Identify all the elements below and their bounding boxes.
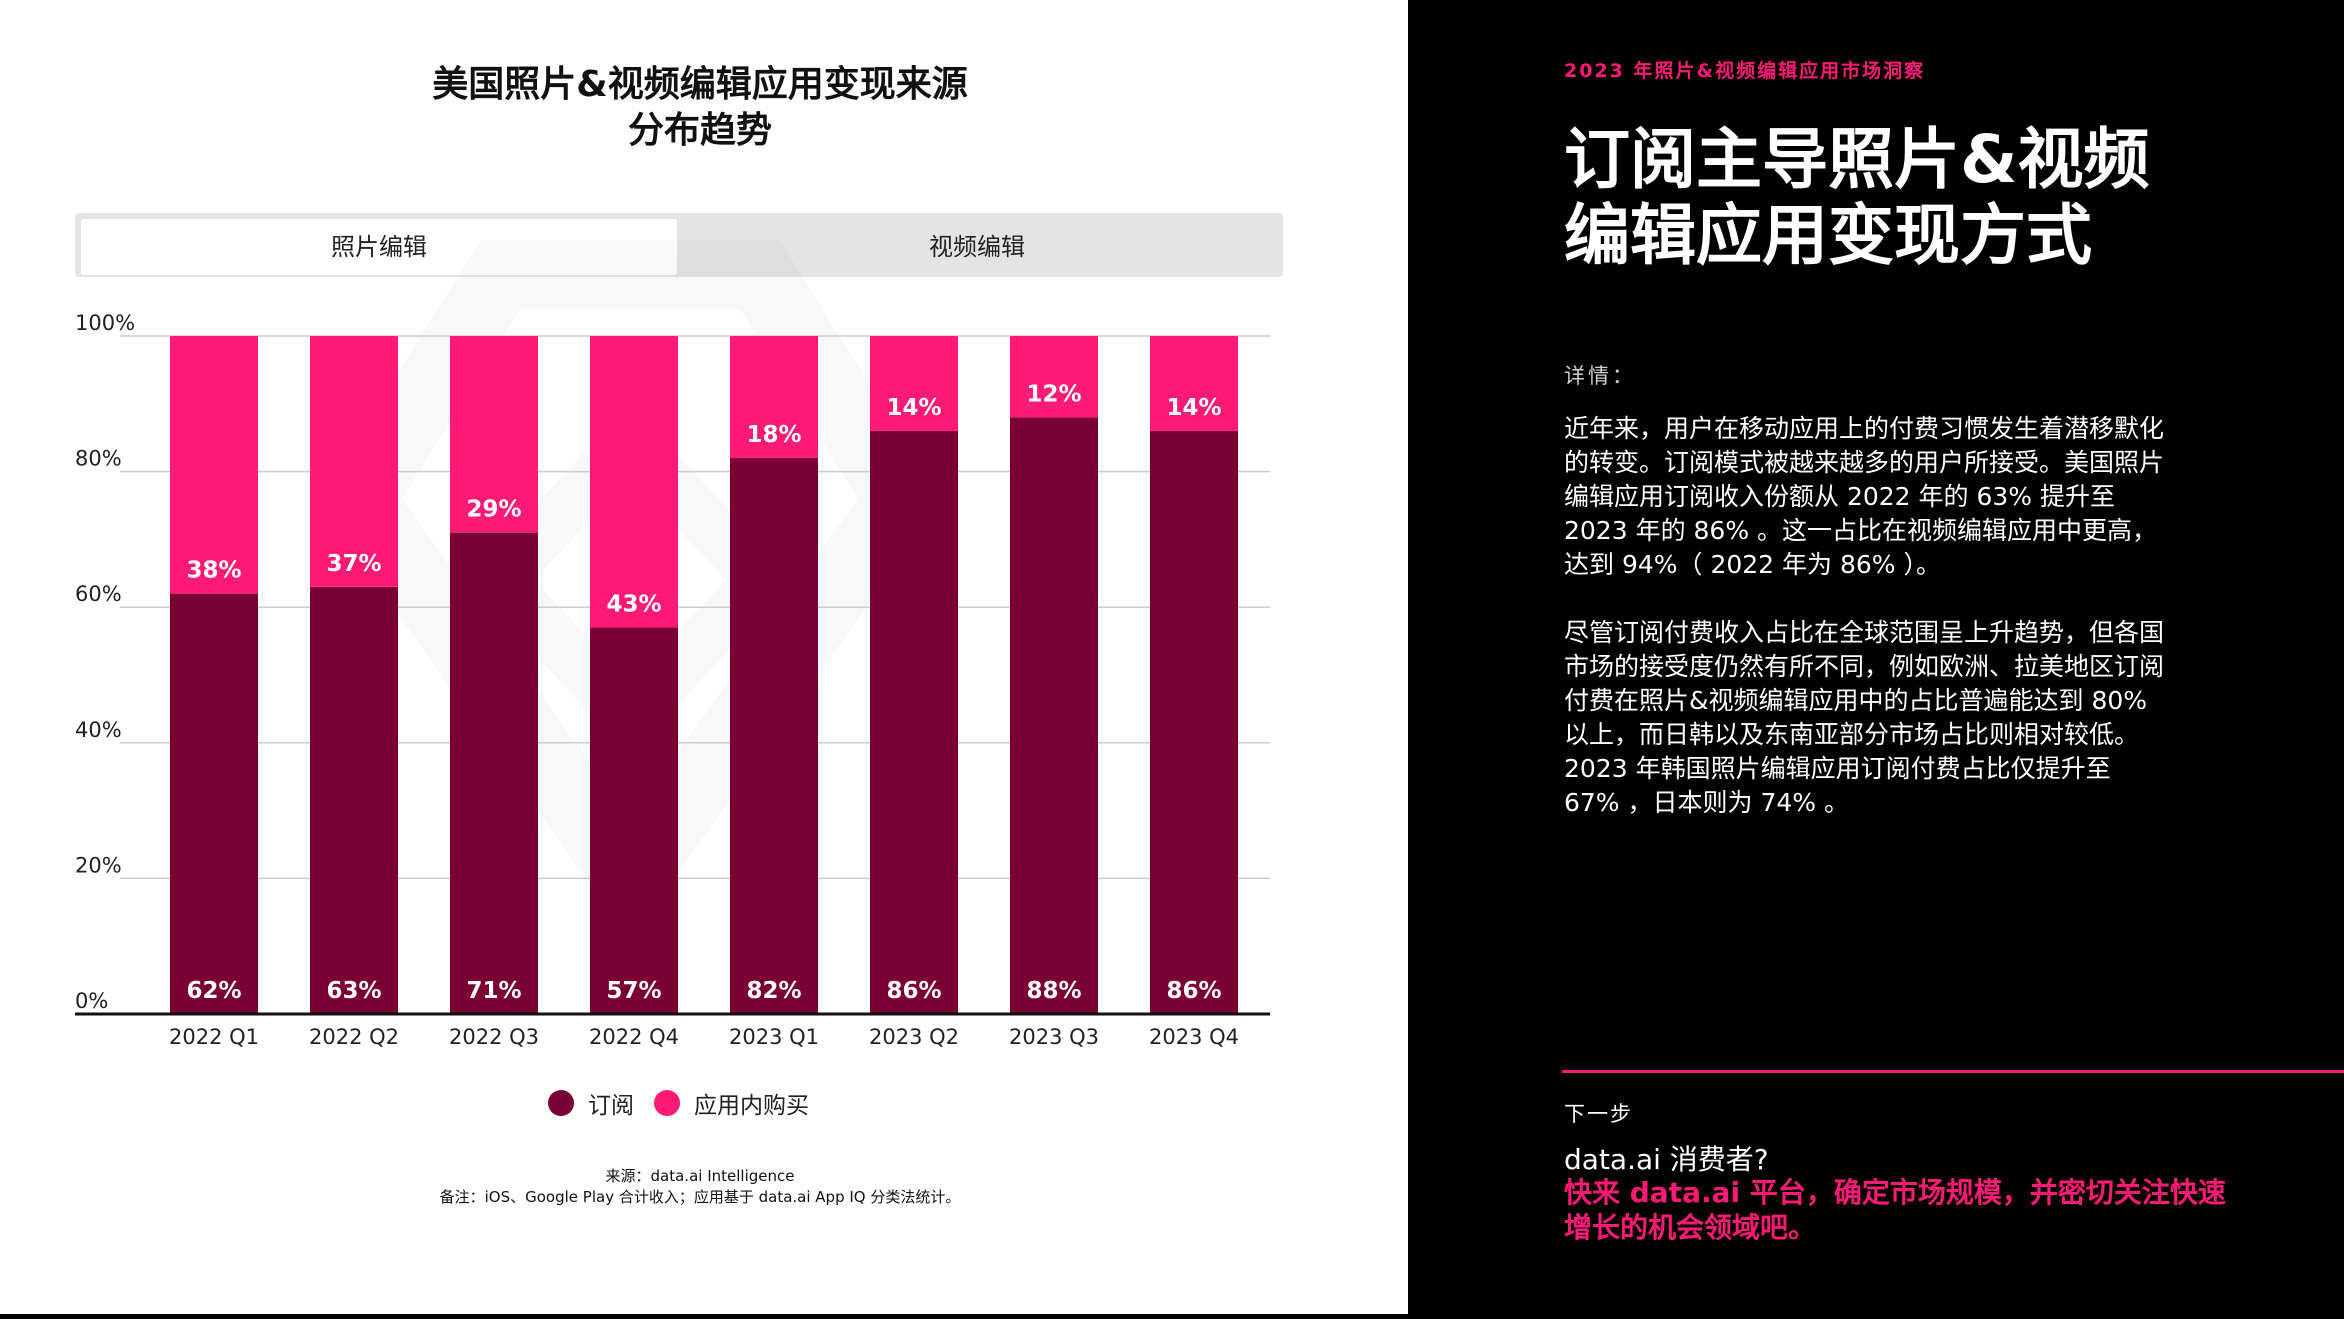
tab-video-editing[interactable]: 视频编辑 [929, 233, 1025, 261]
data-label: 14% [1166, 395, 1221, 421]
chart-title-line2: 分布趋势 [627, 110, 772, 151]
x-tick-label: 2022 Q2 [309, 1025, 399, 1049]
stacked-bar-chart: 0% 20% 40% 60% 80% 100% 62% 38% 63% 37% 71% 29% 57%… [75, 240, 1270, 1049]
chart-legend: 订阅 应用内购买 [548, 1086, 829, 1120]
y-tick-label: 80% [75, 447, 122, 471]
data-label: 86% [1166, 978, 1221, 1004]
data-label: 29% [466, 497, 521, 523]
details-label: 详情： [1564, 364, 1636, 388]
data-label: 43% [606, 592, 661, 618]
bar-segment [170, 593, 258, 1014]
insight-panel: 2023 年照片&视频编辑应用市场洞察 订阅主导照片&视频 编辑应用变现方式 详… [1408, 0, 2344, 1319]
bar-segment [1150, 336, 1238, 431]
bar-segment [870, 336, 958, 431]
cta-text[interactable]: 快来 data.ai 平台，确定市场规模，并密切关注快速 增长的机会领域吧。 [1564, 1175, 2264, 1245]
data-label: 71% [466, 978, 521, 1004]
bar-segment [170, 336, 258, 594]
headline-line1: 订阅主导照片&视频 [1564, 121, 2150, 198]
bottom-divider [0, 1314, 1408, 1319]
chart-title-line1: 美国照片&视频编辑应用变现来源 [432, 64, 968, 105]
legend-item-iap: 应用内购买 [654, 1086, 809, 1120]
bar-segment [450, 336, 538, 533]
data-label: 14% [886, 395, 941, 421]
paragraph-1-line: 编辑应用订阅收入份额从 2022 年的 63% 提升至 [1564, 482, 2115, 511]
legend-dot-subscription [548, 1090, 574, 1116]
bar-segment [310, 586, 398, 1014]
bar-segment [730, 458, 818, 1014]
cta-title: data.ai 消费者? [1564, 1143, 1769, 1176]
y-tick-label: 0% [75, 989, 108, 1013]
data-label: 88% [1026, 978, 1081, 1004]
headline-line2: 编辑应用变现方式 [1564, 197, 2092, 274]
x-tick-label: 2023 Q2 [869, 1025, 959, 1049]
paragraph-2-line: 市场的接受度仍然有所不同，例如欧洲、拉美地区订阅 [1564, 652, 2165, 681]
data-label: 38% [186, 558, 241, 584]
source-note: 来源：data.ai Intelligence [605, 1167, 795, 1185]
bar-segment [870, 430, 958, 1014]
bar-segment [1010, 336, 1098, 418]
x-tick-label: 2022 Q4 [589, 1025, 679, 1049]
y-tick-label: 60% [75, 582, 122, 606]
x-tick-label: 2022 Q3 [449, 1025, 539, 1049]
data-label: 37% [326, 551, 381, 577]
data-label: 86% [886, 978, 941, 1004]
paragraph-2-line: 2023 年韩国照片编辑应用订阅付费占比仅提升至 [1564, 754, 2111, 783]
category-tabs: 照片编辑 视频编辑 [75, 213, 1283, 277]
tab-photo-editing[interactable]: 照片编辑 [81, 219, 677, 275]
x-tick-label: 2023 Q1 [729, 1025, 819, 1049]
cta-line1[interactable]: 快来 data.ai 平台，确定市场规模，并密切关注快速 [1564, 1176, 2226, 1209]
paragraph-1-line: 达到 94%（ 2022 年为 86% ）。 [1564, 550, 1941, 579]
chart-panel: 美国照片&视频编辑应用变现来源 分布趋势 照片编辑 视频编辑 0% 20% 40% 6… [0, 62, 1408, 1319]
data-label: 57% [606, 978, 661, 1004]
paragraph-2-line: 付费在照片&视频编辑应用中的占比普遍能达到 80% [1564, 686, 2148, 715]
bar-segment [590, 336, 678, 628]
data-label: 82% [746, 978, 801, 1004]
bar-segment [310, 336, 398, 587]
paragraph-2-line: 67% ，日本则为 74% 。 [1564, 788, 1849, 817]
bar-segment [590, 627, 678, 1014]
bar-segment [1010, 417, 1098, 1014]
x-tick-label: 2022 Q1 [169, 1025, 259, 1049]
data-label: 62% [186, 978, 241, 1004]
y-tick-label: 40% [75, 718, 122, 742]
legend-dot-iap [654, 1090, 680, 1116]
legend-label-iap: 应用内购买 [694, 1093, 809, 1119]
paragraph-1: 近年来，用户在移动应用上的付费习惯发生着潜移默化 的转变。订阅模式被越来越多的用… [1564, 412, 2264, 582]
headline: 订阅主导照片&视频 编辑应用变现方式 [1564, 122, 2264, 274]
section-divider [1562, 1070, 2344, 1073]
y-tick-label: 20% [75, 853, 122, 877]
x-tick-label: 2023 Q3 [1009, 1025, 1099, 1049]
report-tag: 2023 年照片&视频编辑应用市场洞察 [1564, 60, 1926, 82]
legend-label-subscription: 订阅 [588, 1093, 634, 1119]
y-tick-label: 100% [75, 311, 135, 335]
chart-title: 美国照片&视频编辑应用变现来源 分布趋势 [100, 62, 1300, 154]
paragraph-1-line: 的转变。订阅模式被越来越多的用户所接受。美国照片 [1564, 448, 2165, 477]
next-step-label: 下一步 [1564, 1102, 1633, 1126]
paragraph-2-line: 尽管订阅付费收入占比在全球范围呈上升趋势，但各国 [1564, 618, 2165, 647]
data-label: 63% [326, 978, 381, 1004]
paragraph-2-line: 以上，而日韩以及东南亚部分市场占比则相对较低。 [1564, 720, 2140, 749]
x-tick-label: 2023 Q4 [1149, 1025, 1239, 1049]
bar-segment [450, 532, 538, 1014]
paragraph-1-line: 2023 年的 86% 。这一占比在视频编辑应用中更高， [1564, 516, 2158, 545]
bar-segment [730, 336, 818, 459]
bar-segment [1150, 430, 1238, 1014]
remark-note: 备注：iOS、Google Play 合计收入；应用基于 data.ai App… [439, 1188, 961, 1206]
legend-item-subscription: 订阅 [548, 1086, 634, 1120]
paragraph-1-line: 近年来，用户在移动应用上的付费习惯发生着潜移默化 [1564, 414, 2165, 443]
cta-line2[interactable]: 增长的机会领域吧。 [1564, 1211, 1817, 1244]
data-label: 12% [1026, 381, 1081, 407]
paragraph-2: 尽管订阅付费收入占比在全球范围呈上升趋势，但各国 市场的接受度仍然有所不同，例如… [1564, 616, 2264, 820]
data-label: 18% [746, 422, 801, 448]
chart-footnote: 来源：data.ai Intelligence 备注：iOS、Google Pl… [100, 1166, 1300, 1208]
